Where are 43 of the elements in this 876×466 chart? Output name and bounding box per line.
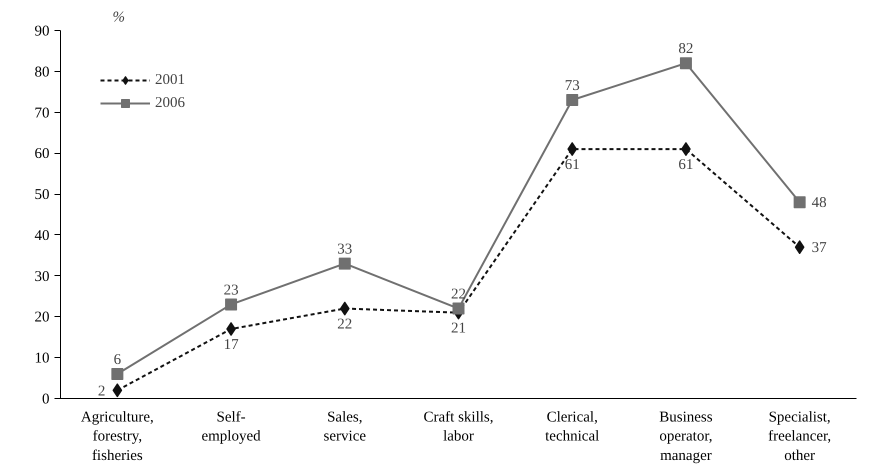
- x-tick-label: Craft skills, labor: [424, 410, 494, 445]
- y-tick-label: 40: [34, 228, 50, 244]
- y-tick-label: 60: [34, 146, 50, 162]
- data-label: 22: [451, 286, 466, 303]
- y-axis-title: %: [112, 10, 125, 26]
- x-tick-label: Agriculture, forestry, fisheries: [80, 410, 154, 464]
- y-tick-label: 0: [42, 392, 50, 408]
- legend-label: 2006: [155, 94, 185, 112]
- x-tick-label: Business operator, manager: [659, 410, 713, 464]
- data-label: 22: [337, 316, 352, 333]
- y-tick-label: 90: [34, 24, 50, 40]
- point: [794, 196, 806, 208]
- legend-label: 2001: [155, 72, 185, 88]
- data-label: 73: [564, 78, 580, 94]
- data-label: 33: [337, 242, 352, 258]
- x-tick-label: Sales, service: [324, 410, 366, 445]
- data-label: 2: [98, 383, 106, 400]
- point: [111, 368, 124, 380]
- point: [340, 302, 350, 316]
- x-tick-label: Self- employed: [201, 410, 262, 445]
- data-label: 23: [224, 282, 239, 298]
- point: [452, 302, 464, 315]
- data-label: 21: [451, 320, 466, 337]
- y-tick-label: 30: [34, 268, 50, 285]
- x-tick-label: Clerical, technical: [545, 410, 600, 445]
- y-tick-label: 50: [34, 187, 50, 204]
- y-tick-label: 20: [34, 310, 50, 326]
- y-tick-label: 10: [34, 350, 50, 367]
- data-label: 17: [224, 336, 240, 353]
- point: [338, 258, 351, 270]
- y-tick-label: 70: [34, 105, 50, 122]
- data-label: 37: [812, 240, 828, 256]
- y-tick-label: 80: [34, 64, 50, 80]
- data-label: 61: [678, 157, 694, 174]
- point: [567, 142, 578, 156]
- data-label: 82: [678, 41, 694, 58]
- data-label: 61: [564, 157, 580, 174]
- point: [680, 57, 692, 70]
- point: [566, 94, 578, 106]
- point: [225, 298, 238, 310]
- data-label: 6: [114, 352, 122, 368]
- data-label: 48: [812, 195, 827, 212]
- x-tick-label: Specialist, freelancer, other: [768, 410, 832, 464]
